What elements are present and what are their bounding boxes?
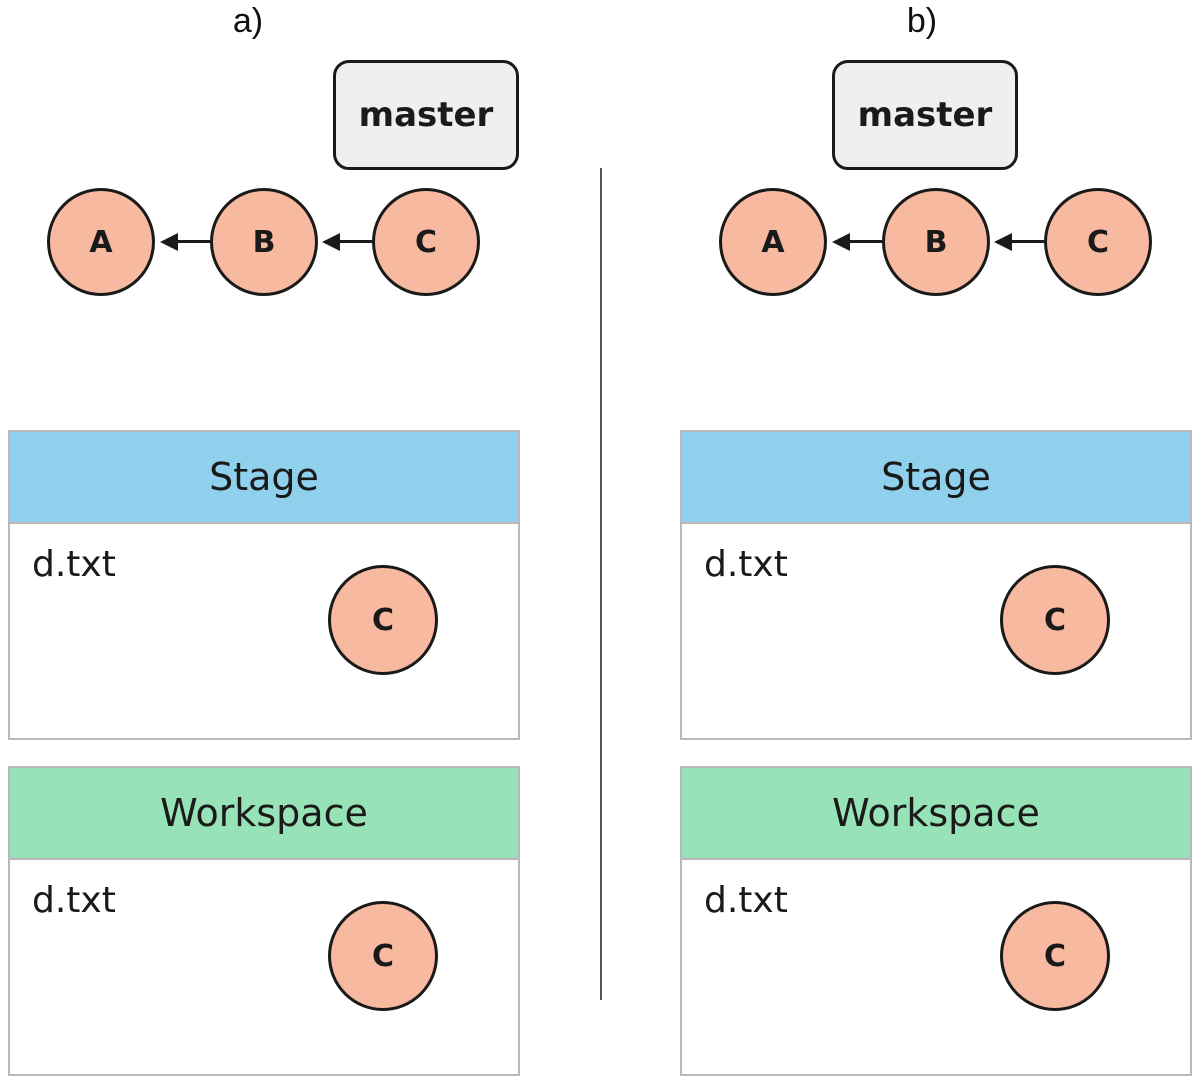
commit-node-b: B <box>210 188 318 296</box>
workspace-header: Workspace <box>10 768 518 860</box>
commit-node-b: B <box>882 188 990 296</box>
stage-header: Stage <box>682 432 1190 524</box>
workspace-area: Workspace d.txt C <box>680 766 1192 1076</box>
panel-a: a) master A B C Stage d.txt C Workspace … <box>8 2 520 1076</box>
file-name: d.txt <box>32 544 116 585</box>
parent-arrow <box>322 233 374 251</box>
commit-node-a: A <box>47 188 155 296</box>
file-commit-node: C <box>328 901 438 1011</box>
workspace-area: Workspace d.txt C <box>8 766 520 1076</box>
parent-arrow <box>994 233 1046 251</box>
commit-node-c: C <box>372 188 480 296</box>
commit-node-a: A <box>719 188 827 296</box>
panel-title: b) <box>906 2 938 40</box>
file-commit-node: C <box>1000 901 1110 1011</box>
file-name: d.txt <box>704 880 788 921</box>
panel-title: a) <box>232 2 264 40</box>
parent-arrow <box>160 233 212 251</box>
stage-header: Stage <box>10 432 518 524</box>
workspace-header: Workspace <box>682 768 1190 860</box>
parent-arrow <box>832 233 884 251</box>
file-name: d.txt <box>32 880 116 921</box>
panel-b: b) master A B C Stage d.txt C Workspace … <box>672 0 1200 1082</box>
file-name: d.txt <box>704 544 788 585</box>
file-commit-node: C <box>328 565 438 675</box>
branch-label-master: master <box>333 60 519 170</box>
branch-label-master: master <box>832 60 1018 170</box>
commit-node-c: C <box>1044 188 1152 296</box>
panel-divider <box>600 168 602 1000</box>
file-commit-node: C <box>1000 565 1110 675</box>
stage-area: Stage d.txt C <box>8 430 520 740</box>
stage-area: Stage d.txt C <box>680 430 1192 740</box>
